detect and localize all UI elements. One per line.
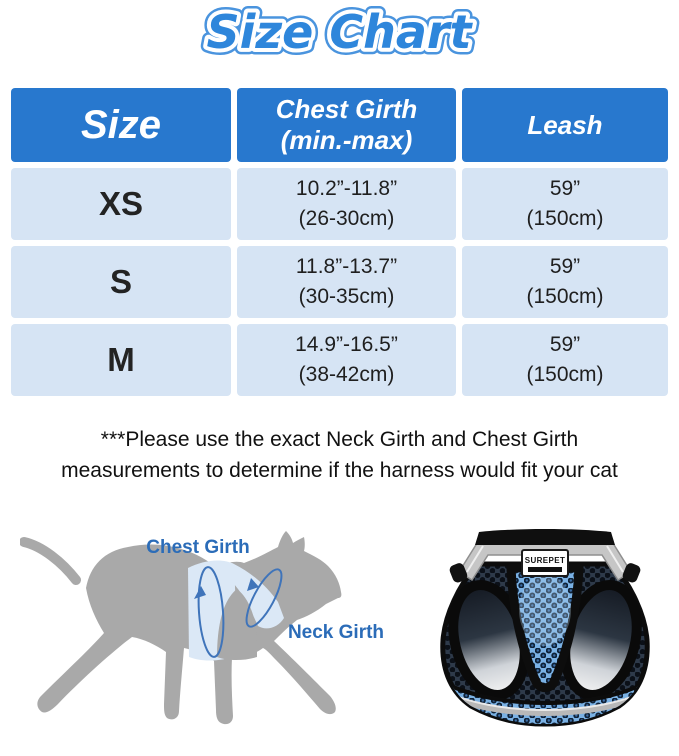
chest-girth-arrow-icon — [194, 586, 206, 599]
size-value: S — [109, 263, 132, 300]
table-row-xs-chest: 10.2”-11.8” (26-30cm) — [237, 168, 456, 240]
harness-bottom-reflective-highlight — [442, 688, 648, 711]
cat-measurement-diagram: Chest Girth Neck Girth — [19, 490, 440, 751]
table-row-m-size: M — [11, 324, 231, 396]
header-chest-line2: (min.-max) — [280, 125, 413, 155]
harness-right-strap-end — [622, 563, 641, 583]
table-row-s-size: S — [11, 246, 231, 318]
chest-cm: (38-42cm) — [298, 363, 395, 386]
brand-label-patch: SUREPET — [521, 549, 569, 577]
header-size-label: Size — [80, 102, 162, 147]
leash-cm: (150cm) — [526, 285, 604, 308]
table-row-xs-leash: 59” (150cm) — [462, 168, 668, 240]
leash-inches: 59” — [549, 177, 581, 200]
harness-strip-highlight — [466, 545, 624, 573]
harness-art: SUREPET — [440, 529, 650, 727]
chest-inches: 11.8”-13.7” — [295, 255, 398, 278]
title-art: Size Chart Size Chart Size Chart — [200, 0, 480, 66]
chest-girth-ellipse — [197, 566, 225, 658]
chest-inches: 14.9”-16.5” — [295, 333, 398, 356]
leash-cm: (150cm) — [526, 207, 604, 230]
header-cell-size: Size — [11, 88, 231, 162]
size-value: M — [107, 341, 135, 378]
title-outline-outer: Size Chart — [206, 5, 473, 59]
table-row-s-chest: 11.8”-13.7” (30-35cm) — [237, 246, 456, 318]
chest-cm: (26-30cm) — [298, 207, 395, 230]
header-cell-chest-girth: Chest Girth (min.-max) — [237, 88, 456, 162]
table-row-s-leash: 59” (150cm) — [462, 246, 668, 318]
brand-name: SUREPET — [525, 556, 566, 565]
chest-cm: (30-35cm) — [298, 285, 395, 308]
brand-tagline-bar — [528, 567, 562, 572]
fit-note-line1: ***Please use the exact Neck Girth and C… — [100, 428, 579, 451]
leash-inches: 59” — [549, 255, 581, 278]
neck-girth-ellipse — [245, 568, 283, 628]
size-table: Size Chest Girth (min.-max) Leash XS 10.… — [11, 88, 668, 396]
cat-tail — [19, 537, 81, 585]
header-leash-label: Leash — [527, 109, 603, 140]
header-chest-line1: Chest Girth — [275, 94, 418, 124]
header-cell-leash: Leash — [462, 88, 668, 162]
leash-cm: (150cm) — [526, 363, 604, 386]
chest-inches: 10.2”-11.8” — [295, 177, 398, 200]
table-row-m-leash: 59” (150cm) — [462, 324, 668, 396]
fit-note: ***Please use the exact Neck Girth and C… — [0, 424, 679, 486]
neck-girth-arrow-icon — [247, 578, 259, 591]
cat-silhouette-art: Chest Girth Neck Girth — [19, 531, 384, 725]
harness-left-strap-end — [449, 563, 468, 583]
chest-girth-label: Chest Girth — [146, 537, 249, 558]
harness-neck-strip — [232, 564, 284, 629]
neck-girth-label: Neck Girth — [288, 622, 384, 643]
title-text: Size Chart — [206, 5, 473, 59]
harness-product-image: SUREPET — [425, 528, 665, 733]
cat-shoulder-through-armhole — [217, 589, 257, 660]
table-row-xs-size: XS — [11, 168, 231, 240]
size-value: XS — [98, 185, 144, 222]
table-row-m-chest: 14.9”-16.5” (38-42cm) — [237, 324, 456, 396]
title-outline-white: Size Chart — [206, 5, 473, 59]
harness-collar-bar — [475, 529, 615, 545]
harness-panel-sheen — [519, 574, 571, 646]
harness-chest-panel — [506, 563, 584, 693]
fit-note-line2: measurements to determine if the harness… — [61, 459, 618, 482]
page-title: Size Chart Size Chart Size Chart — [0, 0, 679, 70]
leash-inches: 59” — [549, 333, 581, 356]
